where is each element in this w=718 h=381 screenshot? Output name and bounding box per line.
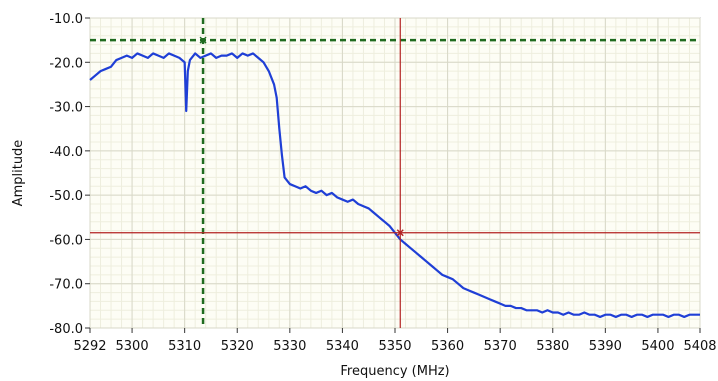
y-tick-label: -80.0 bbox=[49, 322, 83, 337]
x-axis-title: Frequency (MHz) bbox=[340, 364, 449, 379]
y-tick-label: -70.0 bbox=[49, 278, 83, 293]
series-line bbox=[89, 52, 700, 319]
x-tick-label: 5390 bbox=[589, 339, 622, 354]
series-layer bbox=[89, 52, 700, 319]
y-tick-label: -60.0 bbox=[49, 233, 83, 248]
x-tick-label: 5310 bbox=[168, 339, 201, 354]
x-tick-label: 5330 bbox=[273, 339, 306, 354]
cursor-layer bbox=[90, 18, 700, 328]
y-tick-label: -20.0 bbox=[49, 56, 83, 71]
x-tick-label: 5350 bbox=[378, 339, 411, 354]
cursor-2-marker[interactable] bbox=[396, 229, 404, 237]
x-tick-label: 5300 bbox=[116, 339, 149, 354]
x-tick-label: 5370 bbox=[484, 339, 517, 354]
cursor-1-marker[interactable] bbox=[199, 36, 207, 44]
y-axis-ticks: -10.0 -20.0 -30.0 -40.0 -50.0 -60.0 -70.0 -80.0 bbox=[49, 12, 90, 337]
y-tick-label: -10.0 bbox=[49, 12, 83, 27]
x-tick-label: 5340 bbox=[326, 339, 359, 354]
x-tick-label: 5408 bbox=[683, 339, 716, 354]
x-tick-label: 5360 bbox=[431, 339, 464, 354]
y-tick-label: -40.0 bbox=[49, 145, 83, 160]
x-tick-label: 5400 bbox=[641, 339, 674, 354]
y-axis-title: Amplitude bbox=[11, 140, 26, 207]
x-tick-label: 5380 bbox=[536, 339, 569, 354]
x-axis-ticks: 5292 5300 5310 5320 5330 5340 5350 5360 5370 5380… bbox=[73, 328, 717, 354]
y-tick-label: -50.0 bbox=[49, 189, 83, 204]
x-tick-label: 5320 bbox=[221, 339, 254, 354]
x-tick-label: 5292 bbox=[73, 339, 106, 354]
y-tick-label: -30.0 bbox=[49, 101, 83, 116]
